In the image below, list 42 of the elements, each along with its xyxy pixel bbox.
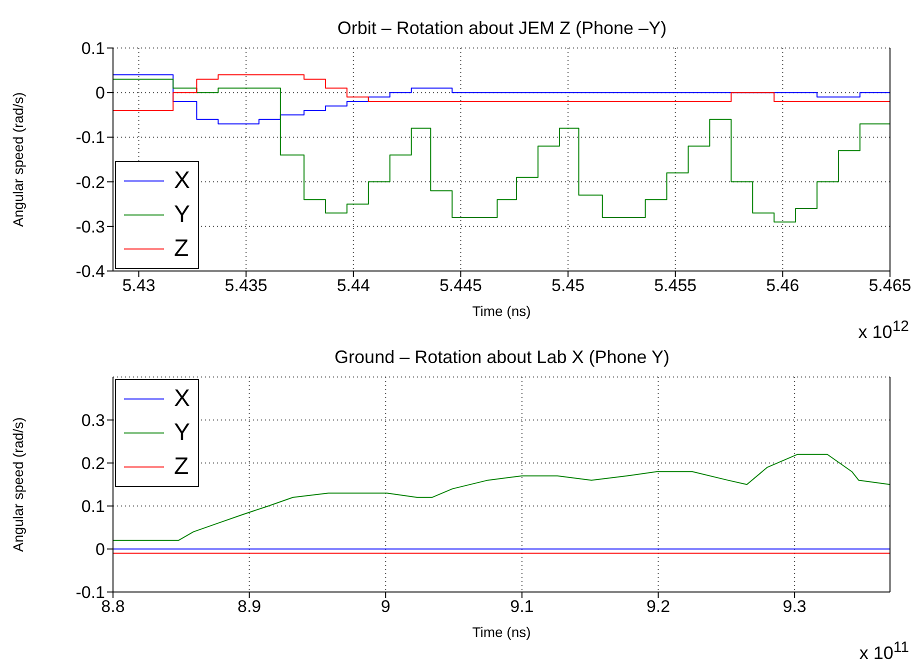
y-tick-label: -0.2 [76,172,105,192]
x-tick-label: 8.8 [101,597,125,616]
text: x 10$^{11}$ [859,639,909,664]
line-series [113,74,890,111]
line-series [113,454,890,541]
y-tick-label: 0.1 [81,497,105,516]
x-tick-label: 8.9 [237,597,262,616]
legend-label: Z [174,453,189,481]
y-tick-label: -0.3 [76,217,105,236]
line-series [113,74,890,124]
x-tick-label: 5.455 [654,276,697,296]
x-tick-label: 9 [380,597,390,616]
y-tick-label: 0.3 [81,411,105,430]
line-series [113,78,890,222]
text: x 10$^{12}$ [858,318,909,343]
y-tick-label: 0.2 [81,454,105,474]
x-tick-label: 5.44 [336,276,370,296]
x-tick-label: 5.43 [122,276,156,296]
y-tick-label: 0 [96,84,105,103]
x-tick-label: 5.45 [551,276,585,296]
x-axis-title: Time (ns) [472,303,531,319]
y-axis-title: Angular speed (rad/s) [10,92,26,227]
x-tick-label: 5.46 [766,276,800,296]
y-tick-label: 0.1 [81,39,105,58]
chart-title: Ground – Rotation about Lab X (Phone Y) [334,347,670,368]
x-tick-label: 9.2 [646,597,670,616]
legend-label: Y [174,419,190,447]
legend-label: Z [174,235,189,263]
x-tick-label: 9.1 [510,597,534,616]
x-tick-label: 5.435 [224,276,268,296]
x-axis-title: Time (ns) [472,624,531,640]
legend-label: X [174,385,190,413]
legend-label: X [174,167,190,195]
y-axis-title: Angular speed (rad/s) [10,417,26,552]
legend-label: Y [174,201,190,229]
x-tick-label: 5.445 [439,276,482,296]
y-tick-label: -0.4 [76,262,105,282]
x-tick-label: 9.3 [782,597,806,616]
x-tick-label: 5.465 [868,276,912,296]
y-tick-label: 0 [96,540,105,560]
y-tick-label: -0.1 [76,128,105,148]
chart-title: Orbit – Rotation about JEM Z (Phone –Y) [336,18,668,39]
